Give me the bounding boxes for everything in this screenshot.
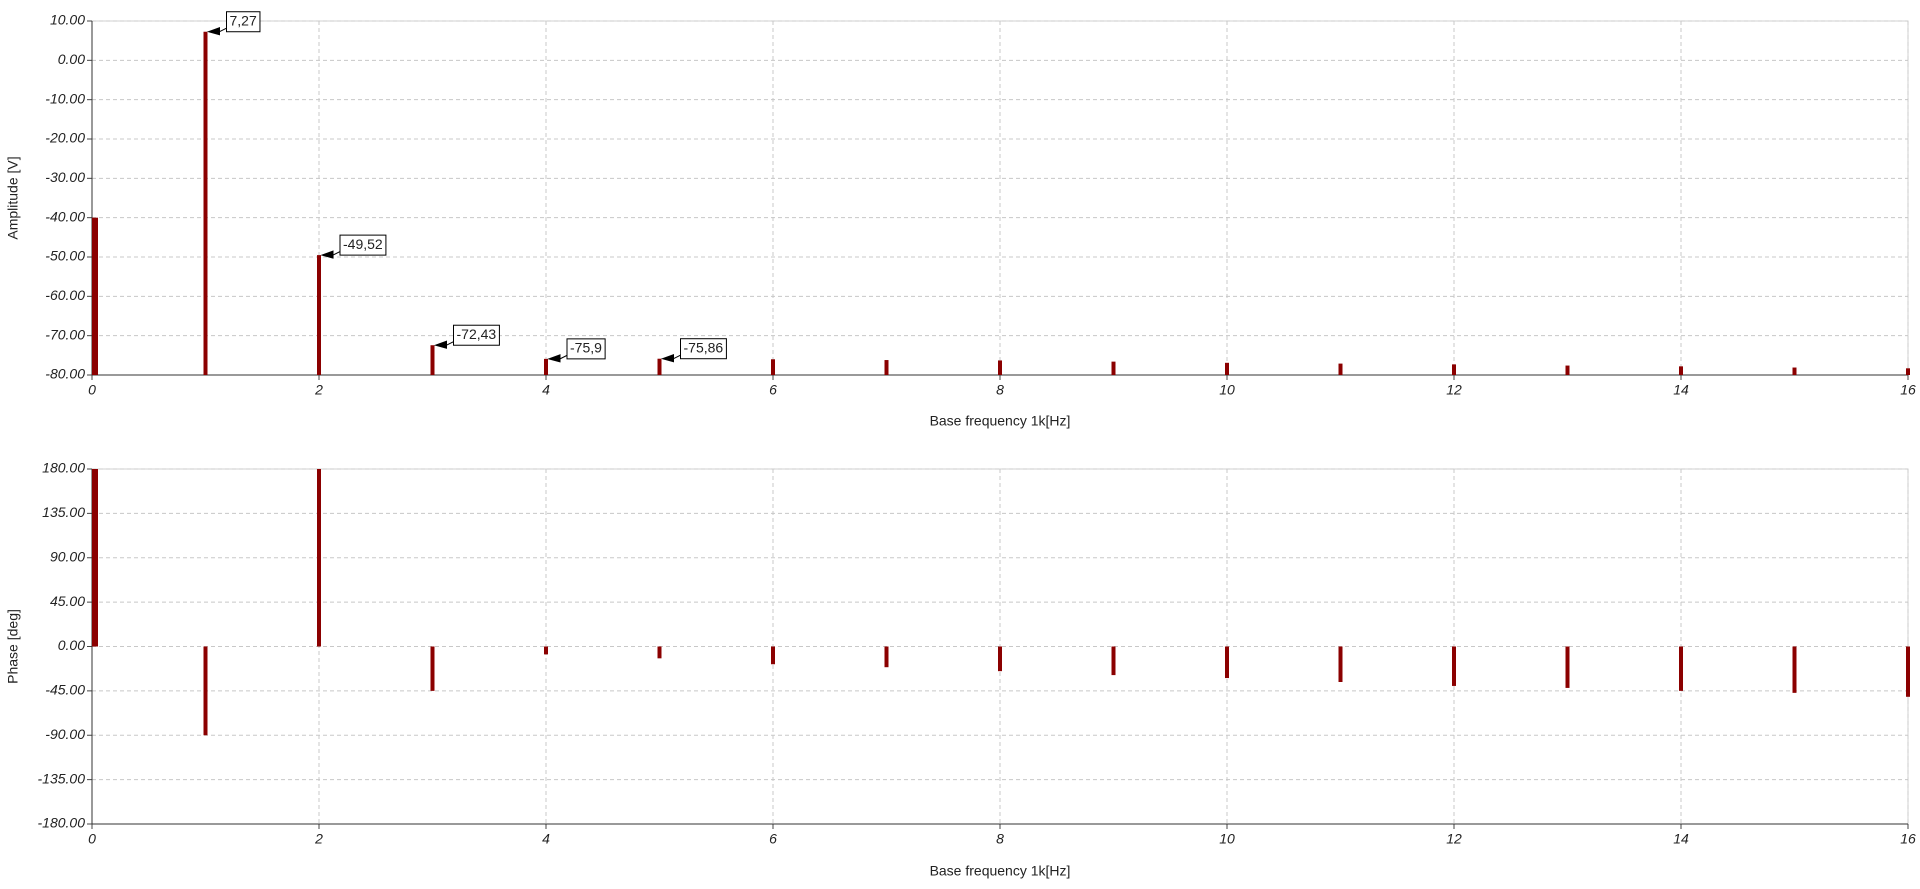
bar [544,358,548,375]
callout-box [680,338,727,360]
callout-arrow [547,354,569,363]
y-tick-label: 45.00 [50,593,85,609]
x-tick-label: 16 [1900,382,1916,398]
y-tick-label: 90.00 [50,548,85,564]
callout-box [453,324,500,346]
callout-arrow [206,27,228,36]
callout-arrow [433,340,455,349]
bar [1111,361,1116,375]
bar [203,646,208,736]
x-tick-label: 6 [769,831,777,847]
bar [430,345,435,375]
bar [1225,362,1229,375]
bar [1111,646,1116,676]
bar [998,360,1002,375]
x-tick-label: 10 [1219,382,1235,398]
y-tick-label: -60.00 [45,287,85,303]
y-tick-label: -80.00 [45,366,85,382]
bar [771,359,775,375]
bar [884,360,889,375]
bar [1452,364,1456,375]
y-tick-label: 135.00 [42,504,85,520]
bar [1225,646,1229,679]
value-label: -72,43 [457,326,497,342]
bar [1452,646,1456,686]
x-tick-label: 4 [542,382,550,398]
y-tick-label: -50.00 [45,248,85,264]
bar [1792,646,1797,693]
x-tick-label: 4 [542,831,550,847]
x-tick-label: 10 [1219,831,1235,847]
callout-box [226,11,261,33]
value-label: -75,86 [684,339,724,355]
bar [1679,366,1683,375]
x-tick-label: 16 [1900,831,1916,847]
x-axis-label: Base frequency 1k[Hz] [930,863,1071,879]
x-tick-label: 8 [996,831,1004,847]
y-tick-label: -180.00 [38,815,86,831]
bar [92,217,98,375]
y-tick-label: -45.00 [45,682,85,698]
bar [1906,646,1910,697]
y-axis-label: Phase [deg] [5,609,21,684]
x-tick-label: 2 [314,382,323,398]
callout-box [339,234,387,256]
value-label: 7,27 [230,12,257,28]
bar [1565,365,1570,375]
x-tick-label: 6 [769,382,777,398]
bar [544,646,548,655]
bar [884,646,889,668]
x-axis-label: Base frequency 1k[Hz] [930,413,1071,429]
x-tick-label: 8 [996,382,1004,398]
y-tick-label: -70.00 [45,326,85,342]
bar [1338,363,1343,375]
bar [657,646,662,659]
y-tick-label: -90.00 [45,726,85,742]
y-tick-label: -135.00 [38,770,86,786]
bar [657,358,662,375]
callout-arrow [660,354,682,363]
bar [92,469,98,647]
y-tick-label: -20.00 [45,130,85,146]
bar [1792,367,1797,375]
y-tick-label: 10.00 [50,12,85,28]
y-tick-label: 180.00 [42,460,85,476]
y-axis-label: Amplitude [V] [5,156,21,239]
x-tick-label: 0 [88,382,96,398]
bar [771,646,775,665]
bar [1565,646,1570,688]
bar [1679,646,1683,691]
x-tick-label: 14 [1673,382,1689,398]
y-tick-label: 0.00 [58,637,85,653]
bar [1906,368,1910,375]
x-tick-label: 12 [1446,831,1462,847]
bar [203,31,208,375]
bar [430,646,435,691]
bar [998,646,1002,672]
bar [317,469,321,647]
value-label: -75,9 [570,340,602,356]
x-tick-label: 2 [314,831,323,847]
y-tick-label: -10.00 [45,90,85,106]
bar [1338,646,1343,682]
value-label: -49,52 [343,236,383,252]
y-tick-label: 0.00 [58,51,85,67]
y-tick-label: -30.00 [45,169,85,185]
x-tick-label: 12 [1446,382,1462,398]
bar [317,255,321,375]
y-tick-label: -40.00 [45,208,85,224]
x-tick-label: 0 [88,831,96,847]
x-tick-label: 14 [1673,831,1689,847]
callout-box [566,338,606,360]
